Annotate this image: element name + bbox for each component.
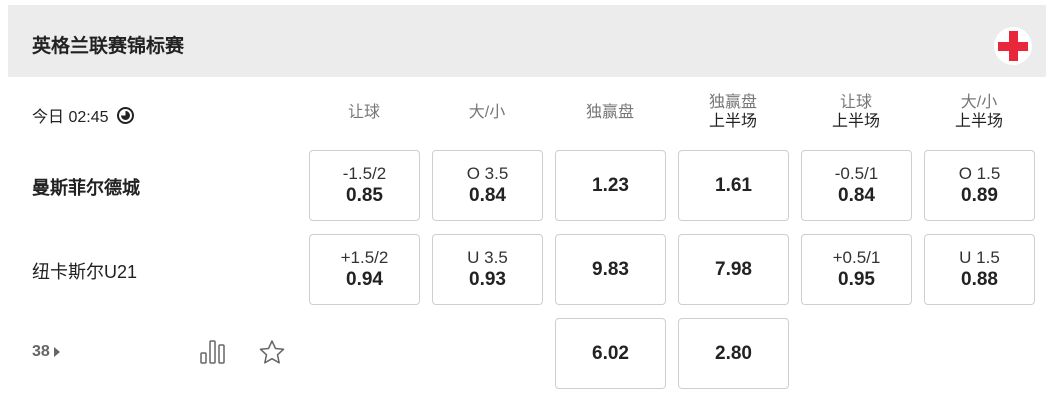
column-label: 独赢盘 <box>585 103 634 121</box>
odds-line: -1.5/2 <box>342 164 387 183</box>
match-time: 今日 02:45 <box>32 103 134 127</box>
league-header[interactable]: 英格兰联赛锦标赛 <box>8 5 1046 77</box>
odds-value: 7.98 <box>715 258 752 280</box>
column-header: 让球 上半场 <box>801 92 911 132</box>
odds-value: 6.02 <box>592 342 629 364</box>
column-header: 大/小上半场 <box>924 92 1034 132</box>
odds-value: 1.23 <box>592 174 629 196</box>
column-header: 独赢盘 上半场 <box>678 92 788 132</box>
draw-odds-button[interactable]: 2.80 <box>678 318 789 389</box>
odds-value: 0.84 <box>469 185 506 206</box>
more-markets-link[interactable]: 38 <box>32 343 60 361</box>
away-odds-button[interactable]: +1.5/2 0.94 <box>309 234 420 305</box>
home-team: 曼斯菲尔德城 <box>32 178 140 198</box>
odds-value: 0.84 <box>838 185 875 206</box>
column-sublabel: 上半场 <box>954 113 1003 130</box>
odds-value: 0.95 <box>838 269 875 290</box>
caret-right-icon <box>53 347 60 357</box>
odds-line: +1.5/2 <box>340 248 389 267</box>
column-header: 大/小 <box>432 92 542 132</box>
time-text: 今日 02:45 <box>32 109 109 126</box>
odds-value: 1.61 <box>715 174 752 196</box>
more-count: 38 <box>32 343 50 360</box>
league-title: 英格兰联赛锦标赛 <box>32 36 185 57</box>
column-header: 独赢盘 <box>555 92 665 132</box>
column-label: 大/小 <box>960 94 998 111</box>
column-label: 大/小 <box>468 103 506 121</box>
column-header: 让球 <box>309 92 419 132</box>
home-odds-button[interactable]: 1.23 <box>555 150 666 221</box>
home-odds-button[interactable]: 1.61 <box>678 150 789 221</box>
odds-line: +0.5/1 <box>832 248 881 267</box>
odds-value: 0.89 <box>961 185 998 206</box>
away-odds-button[interactable]: U 1.5 0.88 <box>924 234 1035 305</box>
away-odds-button[interactable]: +0.5/1 0.95 <box>801 234 912 305</box>
home-odds-button[interactable]: O 3.5 0.84 <box>432 150 543 221</box>
clock-icon <box>116 106 134 124</box>
odds-line: U 1.5 <box>959 248 1000 267</box>
draw-odds-button[interactable]: 6.02 <box>555 318 666 389</box>
odds-line: U 3.5 <box>467 248 508 267</box>
column-sublabel: 上半场 <box>708 113 757 130</box>
home-odds-button[interactable]: -1.5/2 0.85 <box>309 150 420 221</box>
column-label: 独赢盘 <box>708 94 757 111</box>
column-label: 让球 <box>839 94 872 111</box>
odds-line: O 1.5 <box>958 164 1001 183</box>
odds-line: O 3.5 <box>466 164 509 183</box>
odds-line: -0.5/1 <box>834 164 879 183</box>
odds-value: 0.88 <box>961 269 998 290</box>
home-odds-button[interactable]: O 1.5 0.89 <box>924 150 1035 221</box>
favorite-star-icon[interactable] <box>258 339 286 365</box>
home-odds-button[interactable]: -0.5/1 0.84 <box>801 150 912 221</box>
odds-value: 0.93 <box>469 269 506 290</box>
column-sublabel: 上半场 <box>831 113 880 130</box>
odds-value: 0.94 <box>346 269 383 290</box>
red-cross-icon <box>994 27 1032 65</box>
away-odds-button[interactable]: 7.98 <box>678 234 789 305</box>
column-label: 让球 <box>347 103 380 121</box>
odds-value: 0.85 <box>346 185 383 206</box>
stats-icon[interactable] <box>200 340 226 364</box>
away-odds-button[interactable]: U 3.5 0.93 <box>432 234 543 305</box>
odds-value: 9.83 <box>592 258 629 280</box>
away-team: 纽卡斯尔U21 <box>32 262 138 282</box>
away-odds-button[interactable]: 9.83 <box>555 234 666 305</box>
odds-value: 2.80 <box>715 342 752 364</box>
